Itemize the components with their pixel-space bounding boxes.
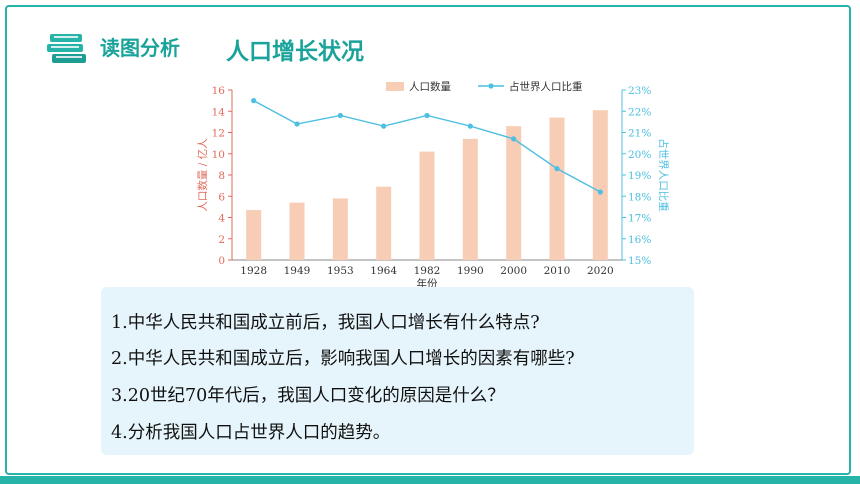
x-tick-label: 1928 <box>240 265 267 277</box>
right-tick-label: 21% <box>628 128 651 140</box>
share-point <box>424 112 430 119</box>
share-point <box>381 123 387 129</box>
right-tick-label: 23% <box>628 85 651 97</box>
line-series-world-share <box>251 98 603 195</box>
question-3: 3.20世纪70年代后，我国人口变化的原因是什么？ <box>111 386 505 406</box>
x-tick-label: 2020 <box>587 265 614 277</box>
bar <box>419 151 435 260</box>
y2-axis-label: 占世界人口比重 <box>657 138 670 212</box>
left-tick-label: 8 <box>218 170 225 182</box>
right-tick-label: 16% <box>628 234 651 246</box>
x-tick-label: 1964 <box>370 265 397 277</box>
bar <box>246 210 262 260</box>
share-point <box>511 136 517 142</box>
section-label: 读图分析 <box>100 36 180 60</box>
legend-bar-swatch <box>386 82 404 91</box>
share-point <box>554 166 560 172</box>
bar <box>462 138 478 260</box>
share-point <box>337 112 343 119</box>
y-axis-label: 人口数量 / 亿人 <box>196 138 209 212</box>
bar <box>506 126 522 260</box>
left-tick-label: 0 <box>218 255 225 267</box>
bottom-accent-bar <box>0 476 860 484</box>
right-tick-label: 22% <box>628 106 651 118</box>
share-point <box>597 189 603 195</box>
bar <box>332 198 348 260</box>
bar <box>592 110 608 260</box>
x-tick-label: 1953 <box>327 265 354 277</box>
population-chart: 0 2 4 6 8 10 12 14 16 15% 16% 17% 18% 19% 20% 21% 22% 23%… <box>196 80 670 289</box>
x-tick-label: 2000 <box>500 265 527 277</box>
left-tick-label: 6 <box>218 191 225 203</box>
bar <box>289 202 305 260</box>
right-tick-label: 18% <box>628 191 651 203</box>
question-1: 1.中华人民共和国成立前后，我国人口增长有什么特点? <box>111 313 540 333</box>
x-axis-label: 年份 <box>417 277 438 289</box>
topic-title: 人口增长状况 <box>226 39 364 65</box>
legend-population: 人口数量 <box>409 80 451 93</box>
left-tick-label: 2 <box>218 234 225 246</box>
share-point <box>467 123 473 129</box>
left-tick-label: 10 <box>212 149 225 161</box>
right-tick-label: 17% <box>628 213 651 225</box>
x-tick-label: 1949 <box>284 265 311 277</box>
slide-frame <box>5 5 851 475</box>
legend-line-dot <box>488 83 494 89</box>
chart-labels: 0 2 4 6 8 10 12 14 16 15% 16% 17% 18% 19% 20% 21% 22% 23%… <box>196 80 670 289</box>
x-tick-label: 2010 <box>544 265 571 277</box>
share-point <box>251 98 257 104</box>
left-tick-label: 16 <box>212 85 226 97</box>
question-2: 2.中华人民共和国成立后，影响我国人口增长的因素有哪些? <box>111 349 575 369</box>
left-tick-label: 14 <box>212 106 226 118</box>
stacked-books-icon <box>47 34 86 63</box>
legend-world-share: 占世界人口比重 <box>509 80 583 93</box>
share-point <box>294 121 300 127</box>
bar <box>549 117 565 260</box>
x-tick-label: 1982 <box>414 265 441 277</box>
question-4: 4.分析我国人口占世界人口的趋势。 <box>111 423 391 443</box>
left-tick-label: 4 <box>218 213 225 225</box>
x-tick-label: 1990 <box>457 265 484 277</box>
right-tick-label: 20% <box>628 149 651 161</box>
left-tick-label: 12 <box>212 128 225 140</box>
bar <box>376 186 392 260</box>
bar-series-population <box>246 110 608 260</box>
right-tick-label: 15% <box>628 255 651 267</box>
question-panel <box>101 287 694 455</box>
right-tick-label: 19% <box>628 170 651 182</box>
